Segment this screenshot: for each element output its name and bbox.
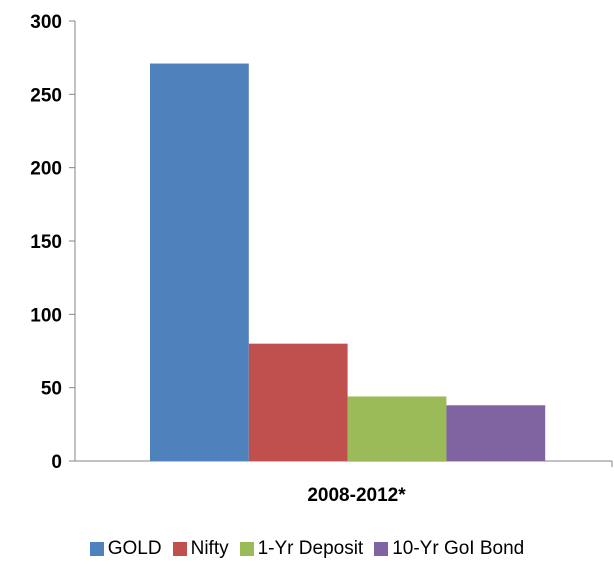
y-tick-label: 100 [30,305,62,326]
legend-swatch [239,542,254,556]
legend-item: Nifty [172,538,229,560]
legend-item: 10-Yr GoI Bond [374,538,524,560]
bar-gold [150,63,249,462]
y-tick-label: 150 [30,232,62,253]
legend-item: 1-Yr Deposit [239,538,364,560]
bar-10-yr-goi-bond [446,405,546,461]
y-tick-label: 0 [51,452,62,473]
y-tick-label: 50 [41,379,62,400]
legend-label: 10-Yr GoI Bond [392,538,525,559]
legend-item: GOLD [89,538,162,560]
legend-label: GOLD [107,538,162,559]
legend-swatch [89,542,104,556]
legend-swatch [374,542,389,556]
chart-plot: 0 50 100 150 200 250 300 2008-2012* [30,12,613,506]
x-category-label: 2008-2012* [307,485,406,506]
legend: GOLD Nifty 1-Yr Deposit 10-Yr GoI Bond [0,538,614,560]
y-tick-label: 250 [30,85,62,106]
legend-label: Nifty [190,538,229,559]
bar-nifty [248,343,348,461]
y-tick-label: 300 [30,12,62,33]
legend-label: 1-Yr Deposit [257,538,364,559]
bar-1-yr-deposit [347,396,447,461]
legend-swatch [172,542,187,556]
y-tick-label: 200 [30,159,62,180]
